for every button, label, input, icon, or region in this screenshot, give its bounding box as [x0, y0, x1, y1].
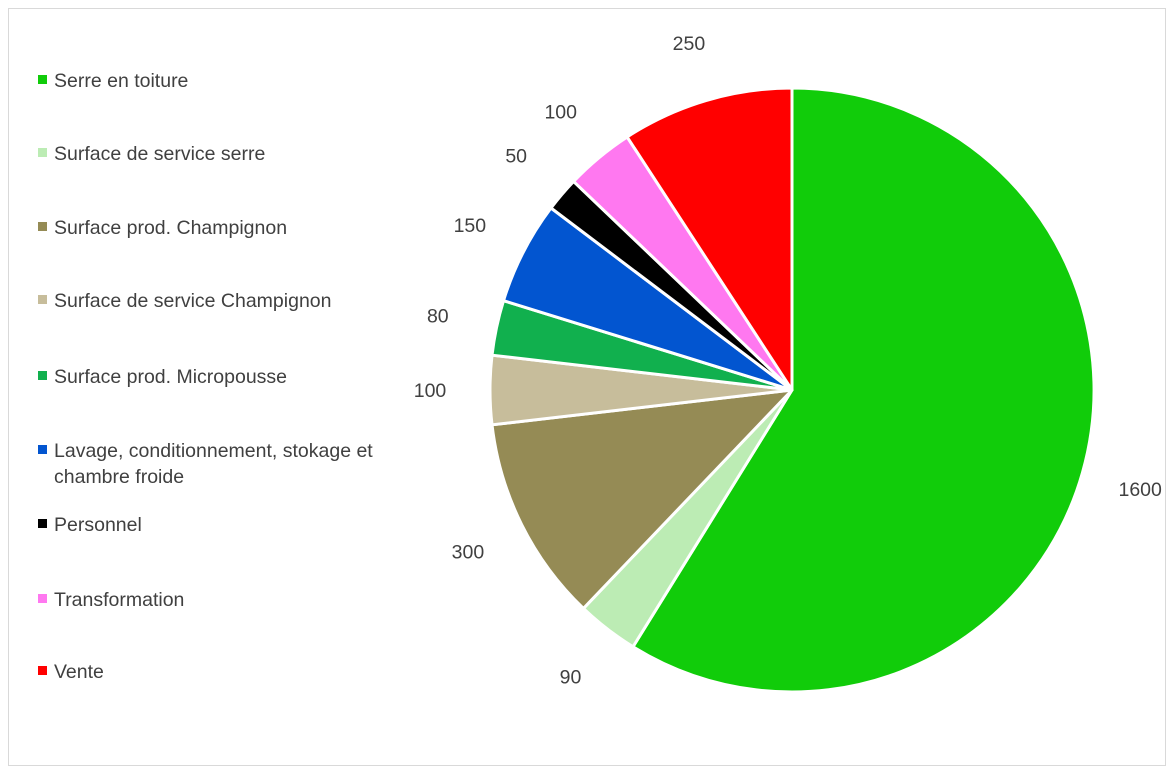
legend-swatch — [38, 222, 47, 231]
data-label: 100 — [414, 380, 447, 402]
legend-label: Surface de service serre — [54, 143, 266, 165]
legend-label: Surface prod. Micropousse — [54, 366, 288, 388]
legend-swatch — [38, 666, 47, 675]
pie-slice — [625, 86, 794, 392]
legend-item: Personnel — [38, 512, 399, 538]
legend-swatch — [38, 519, 47, 528]
legend-label: Surface prod. Champignon — [54, 217, 288, 239]
legend-label: Transformation — [54, 589, 185, 611]
legend-item: Transformation — [38, 587, 399, 613]
legend-swatch — [38, 75, 47, 84]
data-label: 150 — [454, 215, 487, 237]
legend-swatch — [38, 148, 47, 157]
legend-item: Serre en toiture — [38, 68, 399, 94]
pie-slice — [631, 86, 1096, 694]
legend-swatch — [38, 445, 47, 454]
legend-item: Surface de service Champignon — [38, 288, 399, 314]
legend-label: Surface de service Champignon — [54, 290, 332, 312]
data-label: 100 — [544, 102, 577, 124]
data-label: 300 — [452, 541, 485, 563]
legend-label: Serre en toiture — [54, 70, 189, 92]
legend-item: Surface prod. Champignon — [38, 215, 399, 241]
legend-label: Lavage, conditionnement, stokage et cham… — [54, 440, 373, 488]
legend-swatch — [38, 594, 47, 603]
data-label: 80 — [427, 305, 449, 327]
data-label: 1600 — [1118, 479, 1162, 501]
legend-item: Vente — [38, 659, 399, 685]
legend-swatch — [38, 371, 47, 380]
data-label: 90 — [560, 666, 582, 688]
legend-label: Personnel — [54, 514, 142, 536]
pie-slice — [490, 388, 794, 610]
legend-item: Surface de service serre — [38, 141, 399, 167]
legend-item: Surface prod. Micropousse — [38, 364, 399, 390]
legend-swatch — [38, 295, 47, 304]
data-label: 50 — [505, 146, 527, 168]
legend: Serre en toiture Surface de service serr… — [38, 62, 418, 702]
legend-label: Vente — [54, 661, 104, 683]
legend-item: Lavage, conditionnement, stokage et cham… — [38, 438, 399, 490]
data-label: 250 — [673, 33, 706, 55]
